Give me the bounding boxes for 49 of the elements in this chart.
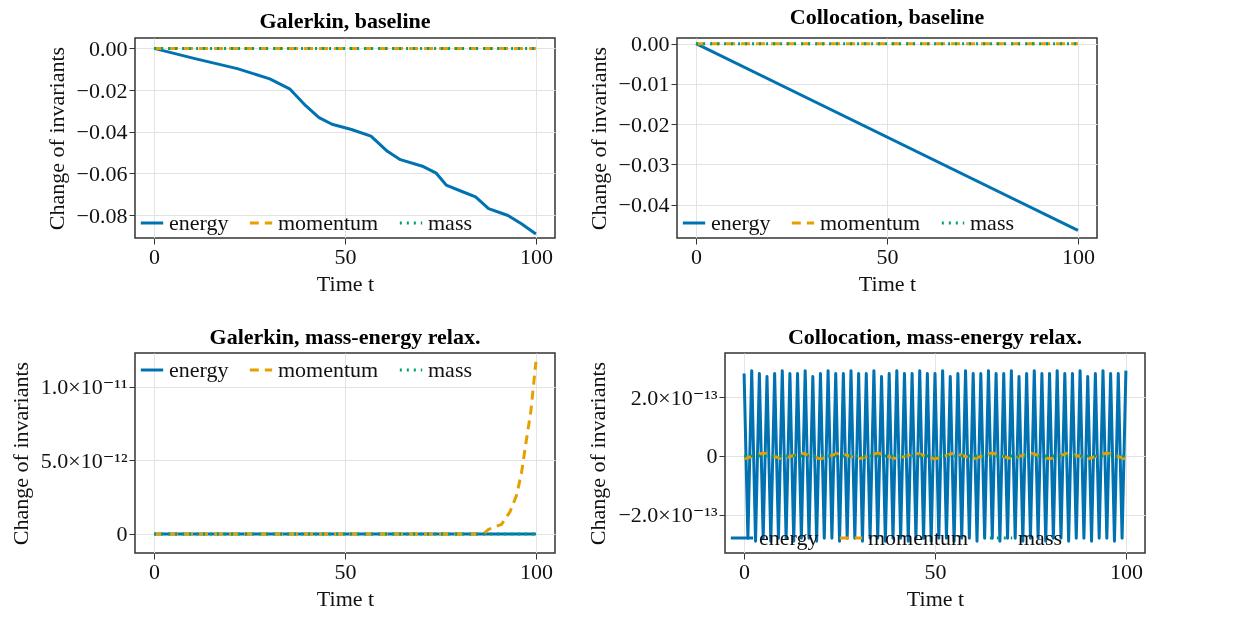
y-tick-label: −0.02 <box>618 111 670 137</box>
chart-title: Collocation, mass-energy relax. <box>787 324 1083 349</box>
x-axis-title: Time t <box>316 270 375 296</box>
y-tick-label: −0.04 <box>618 192 670 218</box>
y-tick-label: 0 <box>116 521 128 547</box>
legend-label: momentum <box>278 357 379 382</box>
y-tick-label: 0.00 <box>631 31 670 57</box>
x-tick-label: 50 <box>334 558 357 584</box>
x-tick-label: 100 <box>519 243 553 269</box>
legend-label: energy <box>169 357 229 382</box>
legend-label: energy <box>169 210 229 235</box>
y-axis-title: Change of invariants <box>585 361 611 546</box>
y-axis-title: Change of invariants <box>43 46 69 231</box>
y-tick-label: −0.04 <box>76 119 128 145</box>
x-axis-title: Time t <box>858 270 917 296</box>
y-tick-label: 2.0×10⁻¹³ <box>630 384 718 410</box>
y-tick-label: 1.0×10⁻¹¹ <box>40 374 128 400</box>
y-axis-title: Change of invariants <box>7 361 33 546</box>
x-tick-label: 50 <box>334 243 357 269</box>
x-tick-label: 0 <box>149 558 161 584</box>
legend-label: mass <box>1018 525 1062 550</box>
chart-title: Galerkin, baseline <box>259 8 431 34</box>
y-tick-label: 0 <box>706 443 718 469</box>
legend-label: mass <box>428 210 472 235</box>
y-tick-label: −0.02 <box>76 77 128 103</box>
x-axis-title: Time t <box>316 585 375 611</box>
x-tick-label: 50 <box>876 243 899 269</box>
legend-label: momentum <box>820 210 921 235</box>
x-tick-label: 0 <box>739 558 751 584</box>
x-axis-title: Time t <box>906 585 965 611</box>
y-tick-label: 0.00 <box>89 35 128 61</box>
x-tick-label: 100 <box>519 558 553 584</box>
chart-title: Galerkin, mass-energy relax. <box>209 324 481 349</box>
x-tick-label: 100 <box>1109 558 1143 584</box>
y-tick-label: −0.06 <box>76 160 128 186</box>
y-tick-label: 5.0×10⁻¹² <box>40 447 128 473</box>
legend-label: momentum <box>278 210 379 235</box>
x-tick-label: 100 <box>1061 243 1095 269</box>
x-tick-label: 0 <box>149 243 161 269</box>
y-tick-label: −0.01 <box>618 71 670 97</box>
chart-title: Collocation, baseline <box>789 3 985 29</box>
y-axis-title: Change of invariants <box>585 46 611 231</box>
legend-label: mass <box>428 357 472 382</box>
y-tick-label: −0.08 <box>76 202 128 228</box>
legend-label: energy <box>711 210 771 235</box>
x-tick-label: 50 <box>924 558 947 584</box>
y-tick-label: −0.03 <box>618 151 670 177</box>
y-tick-label: −2.0×10⁻¹³ <box>618 502 718 528</box>
legend-label: mass <box>970 210 1014 235</box>
